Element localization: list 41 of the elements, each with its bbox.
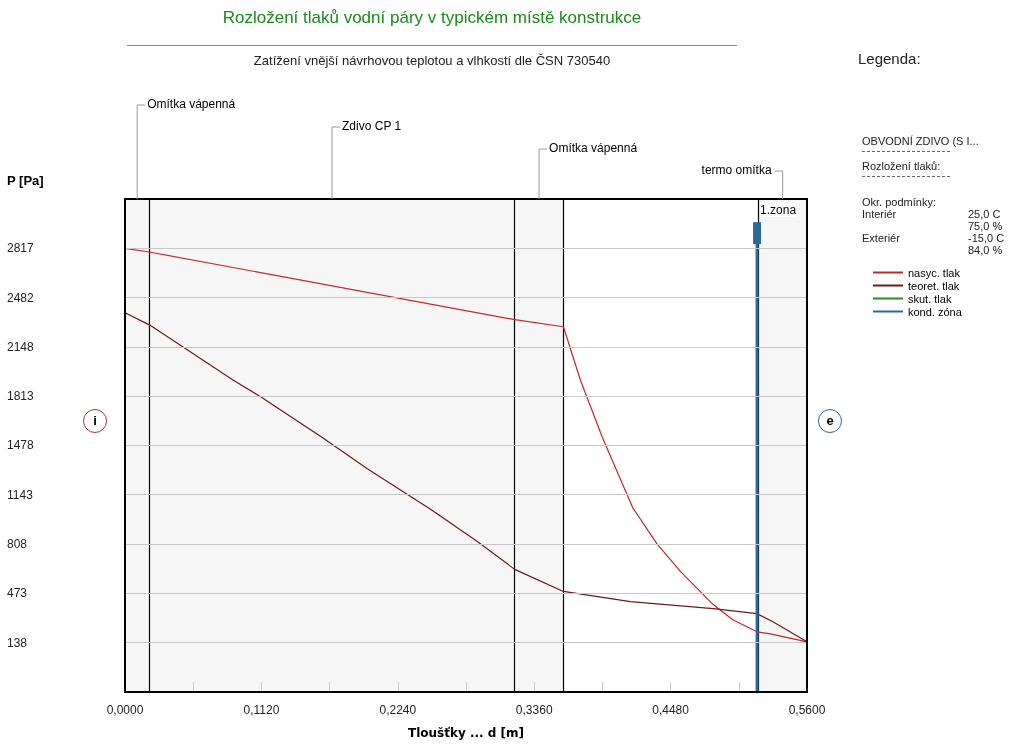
y-axis-title: P [Pa]: [7, 173, 44, 188]
y-tick-label: 1143: [7, 487, 34, 502]
chart-title: Rozložení tlaků vodní páry v typickém místě konstrukce: [221, 8, 643, 28]
y-tick-label: 2148: [7, 339, 35, 354]
legend-label: nasyc. tlak: [908, 266, 961, 279]
y-tick-label: 1813: [7, 389, 35, 404]
text: -15,0 C: [968, 232, 1005, 244]
x-tick-label: 0,1120: [243, 703, 280, 717]
x-tick-label: 0,3360: [515, 703, 553, 717]
line-series: [124, 312, 808, 643]
y-tick-label: 1478: [7, 438, 35, 453]
annotation: 1.zona: [760, 203, 797, 218]
text: Okr. podmínky:: [862, 196, 936, 208]
text: Interiér: [862, 208, 897, 220]
y-tick-label: 2482: [7, 290, 35, 305]
legend-title: Legenda:: [858, 50, 921, 67]
band-label: Zdivo CP 1: [342, 119, 402, 133]
band-label: termo omítka: [701, 163, 772, 177]
text: Rozložení tlaků:: [862, 160, 941, 172]
text: i: [83, 409, 107, 433]
text: 84,0 %: [968, 244, 1003, 256]
band-label: Omítka vápenná: [147, 97, 236, 111]
y-tick-label: 808: [7, 537, 28, 552]
x-tick-label: 0,5600: [788, 703, 826, 717]
y-tick-label: 2817: [7, 241, 35, 256]
y-tick-label: 138: [7, 635, 28, 650]
y-tick-label: 473: [7, 586, 28, 601]
text: Exteriér: [862, 232, 900, 244]
x-tick-label: 0,4480: [652, 703, 690, 717]
band-label: Omítka vápenná: [549, 141, 638, 155]
text: e: [818, 409, 842, 433]
x-tick-label: 0,0000: [106, 703, 144, 717]
text: 25,0 C: [968, 208, 1001, 220]
text: 75,0 %: [968, 220, 1003, 232]
legend-label: kond. zóna: [908, 305, 963, 318]
x-tick-label: 0,2240: [379, 703, 417, 717]
chart-subtitle: Zatížení vnější návrhovou teplotou a vlhkostí dle ČSN 730540: [252, 53, 612, 68]
legend-label: teoret. tlak: [908, 279, 960, 292]
x-axis-title: Tloušťky ... d [m]: [407, 726, 525, 740]
text: OBVODNÍ ZDIVO (S I...: [862, 135, 979, 147]
legend-label: skut. tlak: [908, 292, 952, 305]
